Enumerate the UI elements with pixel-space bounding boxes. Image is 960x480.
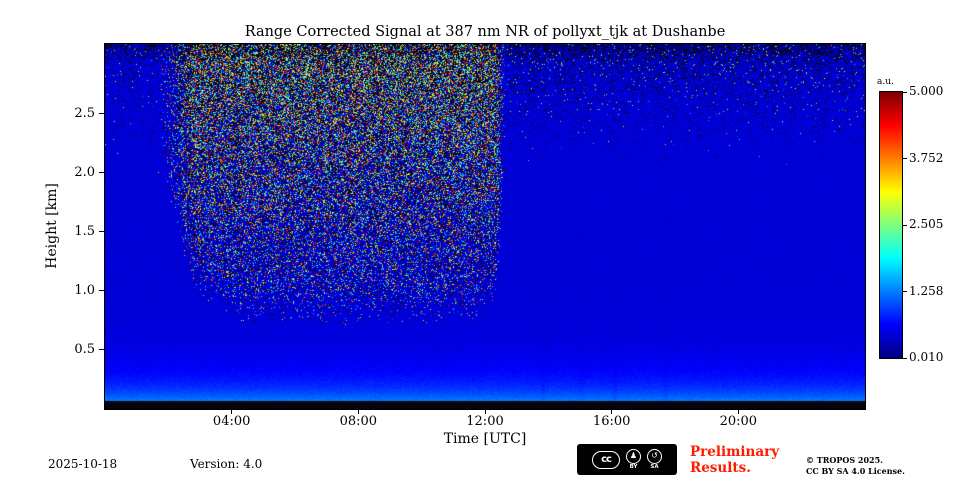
cc-license-badge: cc ♟ BY ↺ SA	[577, 444, 677, 475]
colorbar-tick-label: 0.010	[909, 350, 944, 364]
y-tick-label: 2.0	[74, 164, 95, 180]
y-tick-mark	[99, 349, 104, 351]
copyright-line2: CC BY SA 4.0 License.	[806, 465, 905, 476]
x-tick-mark	[737, 410, 739, 414]
x-tick-mark	[231, 410, 233, 414]
cc-sa-arrow-icon: ↺	[647, 448, 662, 464]
heatmap-canvas	[105, 44, 865, 409]
x-tick-label: 08:00	[339, 414, 378, 429]
colorbar-tick-label: 1.258	[909, 283, 944, 298]
y-tick-mark	[99, 113, 104, 115]
colorbar-tick-label: 2.505	[909, 217, 944, 231]
date-label: 2025-10-18	[48, 457, 118, 471]
x-tick-mark	[357, 410, 359, 414]
y-tick-label: 1.5	[74, 223, 95, 239]
colorbar-tick-label: 3.752	[909, 150, 944, 165]
colorbar-tick-mark	[903, 91, 907, 93]
copyright-note: © TROPOS 2025. CC BY SA 4.0 License.	[806, 455, 905, 477]
y-tick-label: 0.5	[74, 341, 95, 357]
colorbar-tick-mark	[903, 224, 907, 226]
colorbar-tick-label: 5.000	[909, 84, 944, 98]
colorbar-frame	[879, 91, 903, 359]
colorbar-title: a.u.	[877, 77, 894, 87]
copyright-line1: © TROPOS 2025.	[806, 455, 883, 465]
y-tick-mark	[99, 172, 104, 174]
x-tick-label: 20:00	[719, 414, 758, 429]
y-tick-mark	[99, 231, 104, 233]
x-tick-mark	[611, 410, 613, 414]
cc-by-person-icon: ♟	[626, 448, 641, 464]
x-tick-label: 12:00	[466, 414, 504, 429]
x-tick-label: 16:00	[592, 414, 631, 429]
colorbar-tick-mark	[903, 291, 907, 292]
cc-sa-label: SA	[650, 463, 659, 470]
x-tick-mark	[484, 410, 486, 414]
cc-logo-icon: cc	[592, 450, 620, 469]
cc-by-label: BY	[629, 463, 638, 470]
colorbar-canvas	[880, 92, 902, 358]
colorbar-tick-mark	[903, 158, 907, 159]
chart-title: Range Corrected Signal at 387 nm NR of p…	[244, 24, 726, 40]
plot-frame	[104, 43, 866, 410]
y-tick-label: 2.5	[74, 105, 95, 121]
x-tick-label: 04:00	[212, 414, 251, 429]
preliminary-note: Preliminary Results.	[690, 444, 780, 476]
x-axis-label: Time [UTC]	[443, 431, 527, 447]
version-label: Version: 4.0	[190, 457, 263, 471]
colorbar-tick-mark	[903, 357, 907, 359]
preliminary-line2: Results.	[690, 459, 751, 476]
y-tick-mark	[99, 290, 104, 292]
preliminary-line1: Preliminary	[690, 444, 780, 460]
y-tick-label: 1.0	[74, 282, 95, 298]
